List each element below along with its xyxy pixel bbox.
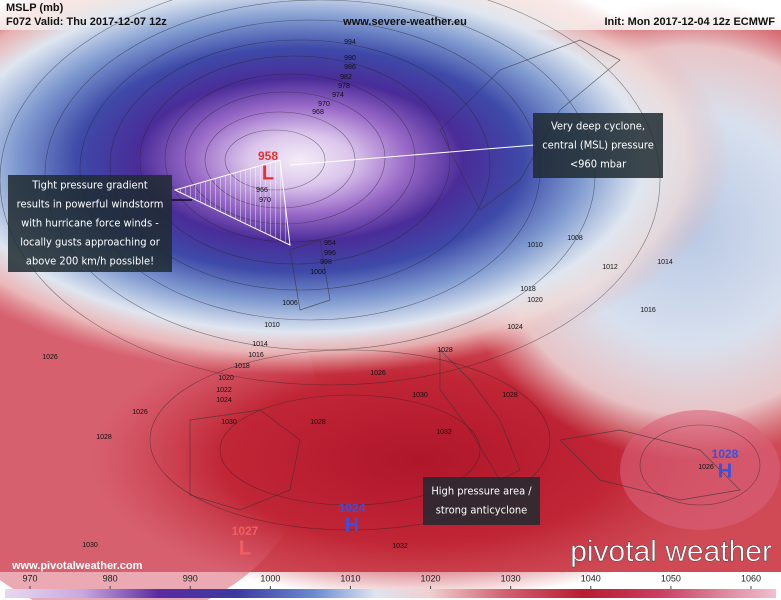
center-value: 1028 bbox=[712, 447, 739, 461]
annotation-text: with hurricane force winds - bbox=[21, 217, 159, 230]
contour-label: 1024 bbox=[216, 397, 232, 404]
contour-label: 1018 bbox=[520, 286, 536, 293]
contour-label: 1032 bbox=[392, 543, 408, 550]
contour-label: 996 bbox=[324, 250, 336, 257]
contour-label: 994 bbox=[344, 39, 356, 46]
contour-label: 1028 bbox=[96, 434, 112, 441]
contour-label: 990 bbox=[344, 55, 356, 62]
contour-label: 1024 bbox=[507, 324, 523, 331]
contour-label: 1006 bbox=[282, 300, 298, 307]
annotation-text: High pressure area / bbox=[431, 485, 532, 498]
contour-label: 966 bbox=[256, 187, 268, 194]
colorbar-tick-label: 1020 bbox=[421, 573, 441, 583]
annotation-box bbox=[8, 175, 172, 272]
annotation-text: central (MSL) pressure bbox=[542, 139, 654, 152]
contour-label: 1010 bbox=[264, 322, 280, 329]
center-value: 958 bbox=[258, 149, 278, 163]
contour-label: 1032 bbox=[436, 429, 452, 436]
contour-label: 1000 bbox=[310, 269, 326, 276]
colorbar-tick-label: 990 bbox=[183, 573, 198, 583]
annotation-text: Very deep cyclone, bbox=[551, 120, 645, 133]
title: MSLP (mb) bbox=[6, 2, 64, 14]
annotation-text: strong anticyclone bbox=[436, 504, 527, 517]
colorbar-tick-label: 1050 bbox=[661, 573, 681, 583]
contour-label: 1016 bbox=[640, 307, 656, 314]
contour-label: 970 bbox=[318, 101, 330, 108]
center-value: 1027 bbox=[232, 524, 259, 538]
contour-label: 954 bbox=[324, 240, 336, 247]
contour-labels: 9949909869829789749709689669709549969981… bbox=[42, 39, 714, 550]
contour-label: 1030 bbox=[412, 392, 428, 399]
contour-label: 1020 bbox=[527, 297, 543, 304]
footer-url: www.pivotalweather.com bbox=[11, 560, 143, 572]
contour-label: 998 bbox=[320, 259, 332, 266]
annotation-text: locally gusts approaching or bbox=[20, 236, 160, 249]
annotation-box bbox=[423, 477, 540, 525]
contour-label: 1028 bbox=[437, 347, 453, 354]
source: www.severe-weather.eu bbox=[342, 16, 467, 28]
contour-label: 970 bbox=[259, 197, 271, 204]
valid-time: F072 Valid: Thu 2017-12-07 12z bbox=[6, 16, 167, 28]
center-symbol: H bbox=[345, 514, 359, 536]
contour-label: 968 bbox=[312, 109, 324, 116]
brand: pivotal weather bbox=[570, 535, 772, 568]
annotation-box bbox=[533, 113, 663, 178]
contour-label: 1030 bbox=[82, 542, 98, 549]
colorbar bbox=[5, 589, 776, 598]
colorbar-tick-label: 1000 bbox=[260, 573, 280, 583]
contour-label: 1008 bbox=[567, 235, 583, 242]
colorbar-ticks: 970 980 990 1000 1010 1020 1030 1040 1050 1060 bbox=[22, 573, 761, 589]
contour-label: 974 bbox=[332, 92, 344, 99]
center-symbol: H bbox=[718, 460, 732, 482]
colorbar-tick-label: 980 bbox=[103, 573, 118, 583]
contour-label: 1026 bbox=[42, 354, 58, 361]
annotations: Tight pressure gradient results in powerf… bbox=[8, 113, 663, 525]
shading bbox=[0, 0, 730, 375]
annotation-text: Tight pressure gradient bbox=[31, 179, 148, 192]
contour-label: 1026 bbox=[132, 409, 148, 416]
contour-label: 978 bbox=[338, 83, 350, 90]
contour-label: 1014 bbox=[252, 341, 268, 348]
contour-label: 1014 bbox=[657, 259, 673, 266]
contour-label: 1022 bbox=[216, 387, 232, 394]
annotation-text: results in powerful windstorm bbox=[17, 198, 164, 211]
colorbar-tick-label: 970 bbox=[22, 573, 37, 583]
colorbar-tick-label: 1060 bbox=[741, 573, 761, 583]
center-symbol: L bbox=[239, 537, 251, 559]
colorbar-tick-label: 1010 bbox=[340, 573, 360, 583]
contour-label: 986 bbox=[344, 64, 356, 71]
center-value: 1024 bbox=[339, 501, 366, 515]
contour-label: 1026 bbox=[698, 464, 714, 471]
contour-label: 1010 bbox=[527, 242, 543, 249]
contour-label: 1020 bbox=[218, 375, 234, 382]
contour-label: 1012 bbox=[602, 264, 618, 271]
contour-label: 982 bbox=[340, 74, 352, 81]
colorbar-tick-label: 1030 bbox=[501, 573, 521, 583]
wind-area bbox=[173, 159, 291, 246]
contour-label: 1018 bbox=[234, 363, 250, 370]
colorbar-tick-label: 1040 bbox=[581, 573, 601, 583]
annotation-text: <960 mbar bbox=[570, 158, 627, 171]
coastlines bbox=[189, 39, 741, 511]
contour-label: 1030 bbox=[221, 419, 237, 426]
contour-label: 1026 bbox=[370, 370, 386, 377]
contour-label: 1016 bbox=[248, 352, 264, 359]
contour-label: 1028 bbox=[310, 419, 326, 426]
center-symbol: L bbox=[262, 162, 274, 184]
init-time: Init: Mon 2017-12-04 12z ECMWF bbox=[604, 16, 775, 28]
annotation-text: above 200 km/h possible! bbox=[26, 255, 154, 268]
contour-label: 1028 bbox=[502, 392, 518, 399]
pointer bbox=[289, 144, 536, 166]
